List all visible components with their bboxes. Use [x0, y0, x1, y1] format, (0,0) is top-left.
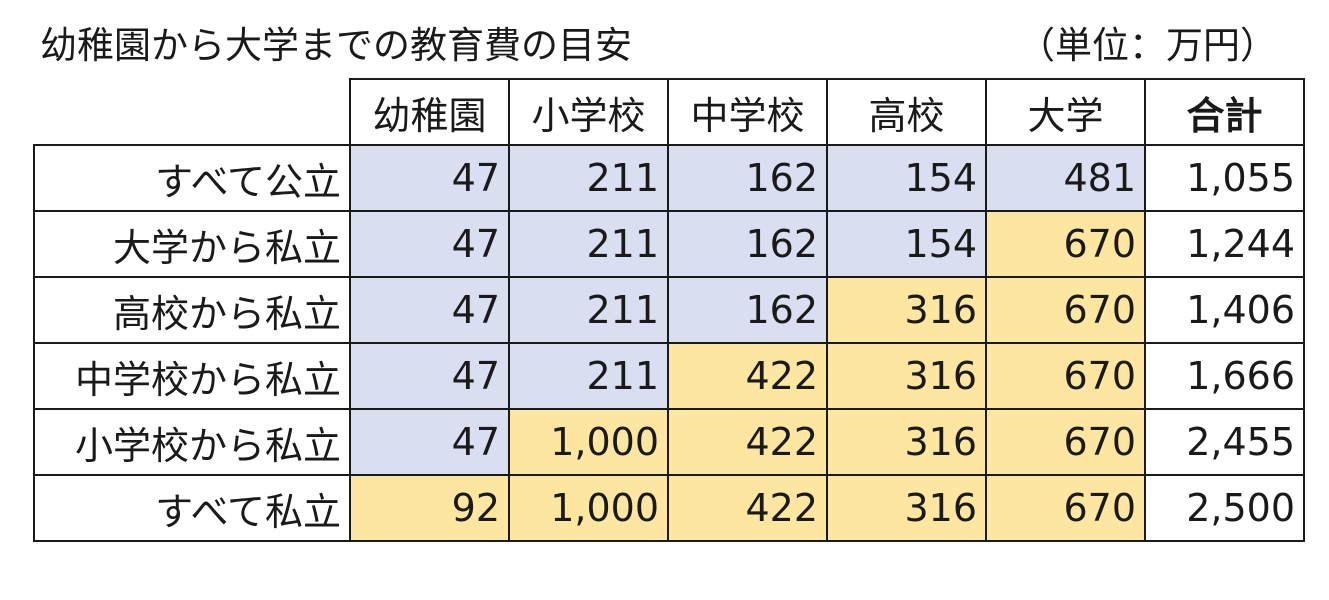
total-cell: 1,244	[1144, 210, 1305, 278]
cost-cell: 162	[667, 144, 828, 212]
unit-label: （単位：万円）	[1018, 24, 1277, 67]
total-cell: 2,500	[1144, 474, 1305, 542]
cost-cell: 670	[985, 474, 1146, 542]
cost-cell: 92	[349, 474, 510, 542]
cost-cell: 316	[826, 342, 987, 410]
cost-cell: 670	[985, 210, 1146, 278]
cost-cell: 47	[349, 408, 510, 476]
page-title: 幼稚園から大学までの教育費の目安	[40, 24, 632, 67]
cost-cell: 154	[826, 210, 987, 278]
cost-cell: 316	[826, 408, 987, 476]
total-cell: 1,406	[1144, 276, 1305, 344]
row-label: 大学から私立	[33, 210, 351, 278]
column-header-junior-high: 中学校	[667, 78, 828, 146]
cost-cell: 47	[349, 210, 510, 278]
cost-cell: 47	[349, 276, 510, 344]
column-header-high-school: 高校	[826, 78, 987, 146]
column-header-kindergarten: 幼稚園	[349, 78, 510, 146]
table-row: 大学から私立 47 211 162 154 670 1,244	[33, 210, 1305, 278]
table-row: すべて私立 92 1,000 422 316 670 2,500	[33, 474, 1305, 542]
cost-cell: 162	[667, 276, 828, 344]
cost-cell: 670	[985, 408, 1146, 476]
table-row: 小学校から私立 47 1,000 422 316 670 2,455	[33, 408, 1305, 476]
table-row: すべて公立 47 211 162 154 481 1,055	[33, 144, 1305, 212]
cost-cell: 670	[985, 276, 1146, 344]
cost-cell: 211	[508, 342, 669, 410]
row-label: 小学校から私立	[33, 408, 351, 476]
cost-cell: 316	[826, 474, 987, 542]
cost-cell: 47	[349, 144, 510, 212]
column-header-total: 合計	[1144, 78, 1305, 146]
cost-cell: 670	[985, 342, 1146, 410]
cost-cell: 422	[667, 408, 828, 476]
table-row: 高校から私立 47 211 162 316 670 1,406	[33, 276, 1305, 344]
header-row: 幼稚園 小学校 中学校 高校 大学 合計	[34, 78, 1305, 146]
row-label: すべて私立	[33, 474, 351, 542]
education-cost-table: 幼稚園 小学校 中学校 高校 大学 合計 すべて公立 47 211 162 15…	[33, 78, 1305, 542]
cost-cell: 154	[826, 144, 987, 212]
total-cell: 1,055	[1144, 144, 1305, 212]
cost-cell: 1,000	[508, 474, 669, 542]
row-label: すべて公立	[33, 144, 351, 212]
total-cell: 1,666	[1144, 342, 1305, 410]
cost-cell: 211	[508, 210, 669, 278]
cost-cell: 422	[667, 474, 828, 542]
cost-cell: 47	[349, 342, 510, 410]
cost-cell: 1,000	[508, 408, 669, 476]
cost-cell: 162	[667, 210, 828, 278]
cost-cell: 211	[508, 144, 669, 212]
cost-cell: 422	[667, 342, 828, 410]
corner-cell	[34, 79, 351, 146]
table-row: 中学校から私立 47 211 422 316 670 1,666	[33, 342, 1305, 410]
column-header-elementary: 小学校	[508, 78, 669, 146]
cost-cell: 316	[826, 276, 987, 344]
row-label: 高校から私立	[33, 276, 351, 344]
column-header-university: 大学	[985, 78, 1146, 146]
cost-cell: 211	[508, 276, 669, 344]
row-label: 中学校から私立	[33, 342, 351, 410]
total-cell: 2,455	[1144, 408, 1305, 476]
cost-cell: 481	[985, 144, 1146, 212]
